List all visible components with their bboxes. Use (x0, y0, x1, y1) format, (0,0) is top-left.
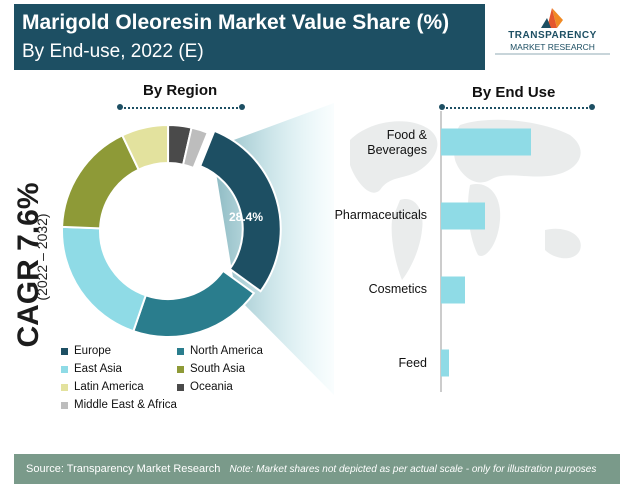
legend-item-europe: Europe (61, 345, 111, 357)
bar-label-pharmaceuticals: Pharmaceuticals (334, 208, 427, 222)
enduse-rule-dot-right (589, 104, 595, 110)
legend-swatch-south-asia (177, 365, 184, 373)
enduse-heading-rule (442, 107, 592, 109)
legend-label-europe: Europe (74, 345, 112, 357)
region-heading: By Region (143, 82, 218, 99)
donut-slice-east-asia (61, 225, 148, 333)
legend-item-oceania: Oceania (177, 381, 233, 393)
legend-label-latin-america: Latin America (74, 381, 144, 393)
legend-swatch-europe (61, 347, 68, 355)
brand-logo: TRANSPARENCY MARKET RESEARCH (495, 6, 610, 62)
legend-swatch-latin-america (61, 383, 68, 391)
enduse-rule-dot-left (439, 104, 445, 110)
title-band: Marigold Oleoresin Market Value Share (%… (14, 4, 485, 70)
bar-label-cosmetics: Cosmetics (368, 282, 427, 296)
footer-source: Source: Transparency Market Research (26, 463, 221, 475)
legend-swatch-east-asia (61, 365, 68, 373)
bar-label-food-line1: Food & (386, 128, 427, 142)
donut-slice-south-asia (61, 134, 140, 230)
logo-underline (495, 53, 610, 55)
region-rule-dot-left (117, 104, 123, 110)
legend-label-east-asia: East Asia (74, 363, 122, 375)
legend-label-south-asia: South Asia (190, 363, 245, 375)
donut-slice-europe (198, 129, 282, 293)
region-legend: Europe North America East Asia South Asi… (61, 345, 291, 415)
bar-label-food-line2: Beverages (367, 143, 427, 157)
logo-word-market-research: MARKET RESEARCH (510, 42, 595, 52)
bar-label-food-beverages: Food & Beverages (315, 128, 427, 158)
footer-band: Source: Transparency Market Research Not… (14, 454, 620, 484)
bar-label-feed: Feed (398, 356, 428, 370)
legend-label-north-america: North America (190, 345, 263, 357)
legend-swatch-oceania (177, 383, 184, 391)
bar-pharmaceuticals (441, 202, 485, 230)
chart-subtitle: By End-use, 2022 (E) (22, 41, 204, 62)
legend-item-north-america: North America (177, 345, 263, 357)
logo-arrow-icon (541, 8, 563, 28)
legend-label-middle-east-africa: Middle East & Africa (74, 399, 177, 411)
legend-swatch-middle-east-africa (61, 401, 68, 409)
legend-item-middle-east-africa: Middle East & Africa (61, 399, 177, 411)
enduse-heading: By End Use (472, 84, 556, 101)
bar-food-beverages (441, 128, 531, 156)
logo-word-transparency: TRANSPARENCY (508, 30, 597, 41)
enduse-bar-chart (441, 128, 531, 377)
region-rule-dot-right (239, 104, 245, 110)
legend-swatch-north-america (177, 347, 184, 355)
donut-slice-north-america (132, 269, 256, 338)
legend-item-latin-america: Latin America (61, 381, 144, 393)
donut-slice-middle-east-africa (181, 126, 210, 170)
chart-title: Marigold Oleoresin Market Value Share (%… (22, 11, 450, 34)
legend-item-east-asia: East Asia (61, 363, 122, 375)
region-donut-chart (61, 123, 282, 338)
bar-cosmetics (441, 276, 465, 304)
legend-item-south-asia: South Asia (177, 363, 245, 375)
region-heading-rule (120, 107, 242, 109)
footer-note: Note: Market shares not depicted as per … (229, 464, 597, 475)
legend-label-oceania: Oceania (190, 381, 233, 393)
europe-share-label: 28.4% (229, 210, 263, 224)
bar-feed (441, 349, 449, 377)
